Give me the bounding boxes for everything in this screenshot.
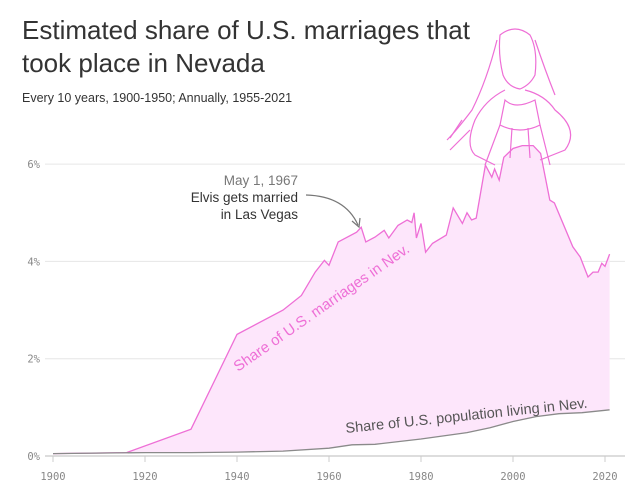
x-tick-label: 1920 bbox=[132, 471, 157, 483]
x-tick-label: 1980 bbox=[408, 471, 433, 483]
chart-title: Estimated share of U.S. marriages that t… bbox=[22, 15, 470, 78]
marriages-line bbox=[52, 144, 611, 455]
x-tick-label: 1940 bbox=[224, 471, 249, 483]
chart-subtitle: Every 10 years, 1900-1950; Annually, 195… bbox=[22, 91, 293, 105]
marriages-area bbox=[53, 145, 610, 454]
annotation-text-2: in Las Vegas bbox=[221, 207, 299, 222]
y-tick-label: 2% bbox=[27, 354, 40, 366]
annotation-date: May 1, 1967 bbox=[224, 173, 298, 188]
bride-illustration bbox=[446, 28, 572, 166]
annotation-text-1: Elvis gets married bbox=[191, 190, 298, 205]
x-tick-label: 2000 bbox=[500, 471, 525, 483]
annotation-arrowhead bbox=[351, 217, 361, 229]
y-tick-label: 6% bbox=[27, 159, 40, 171]
x-tick-label: 2020 bbox=[592, 471, 617, 483]
y-tick-label: 4% bbox=[27, 256, 40, 268]
x-tick-label: 1900 bbox=[40, 471, 65, 483]
x-tick-label: 1960 bbox=[316, 471, 341, 483]
y-tick-label: 0% bbox=[27, 451, 40, 463]
population-line bbox=[52, 409, 610, 455]
annotation-arrow bbox=[305, 194, 359, 226]
